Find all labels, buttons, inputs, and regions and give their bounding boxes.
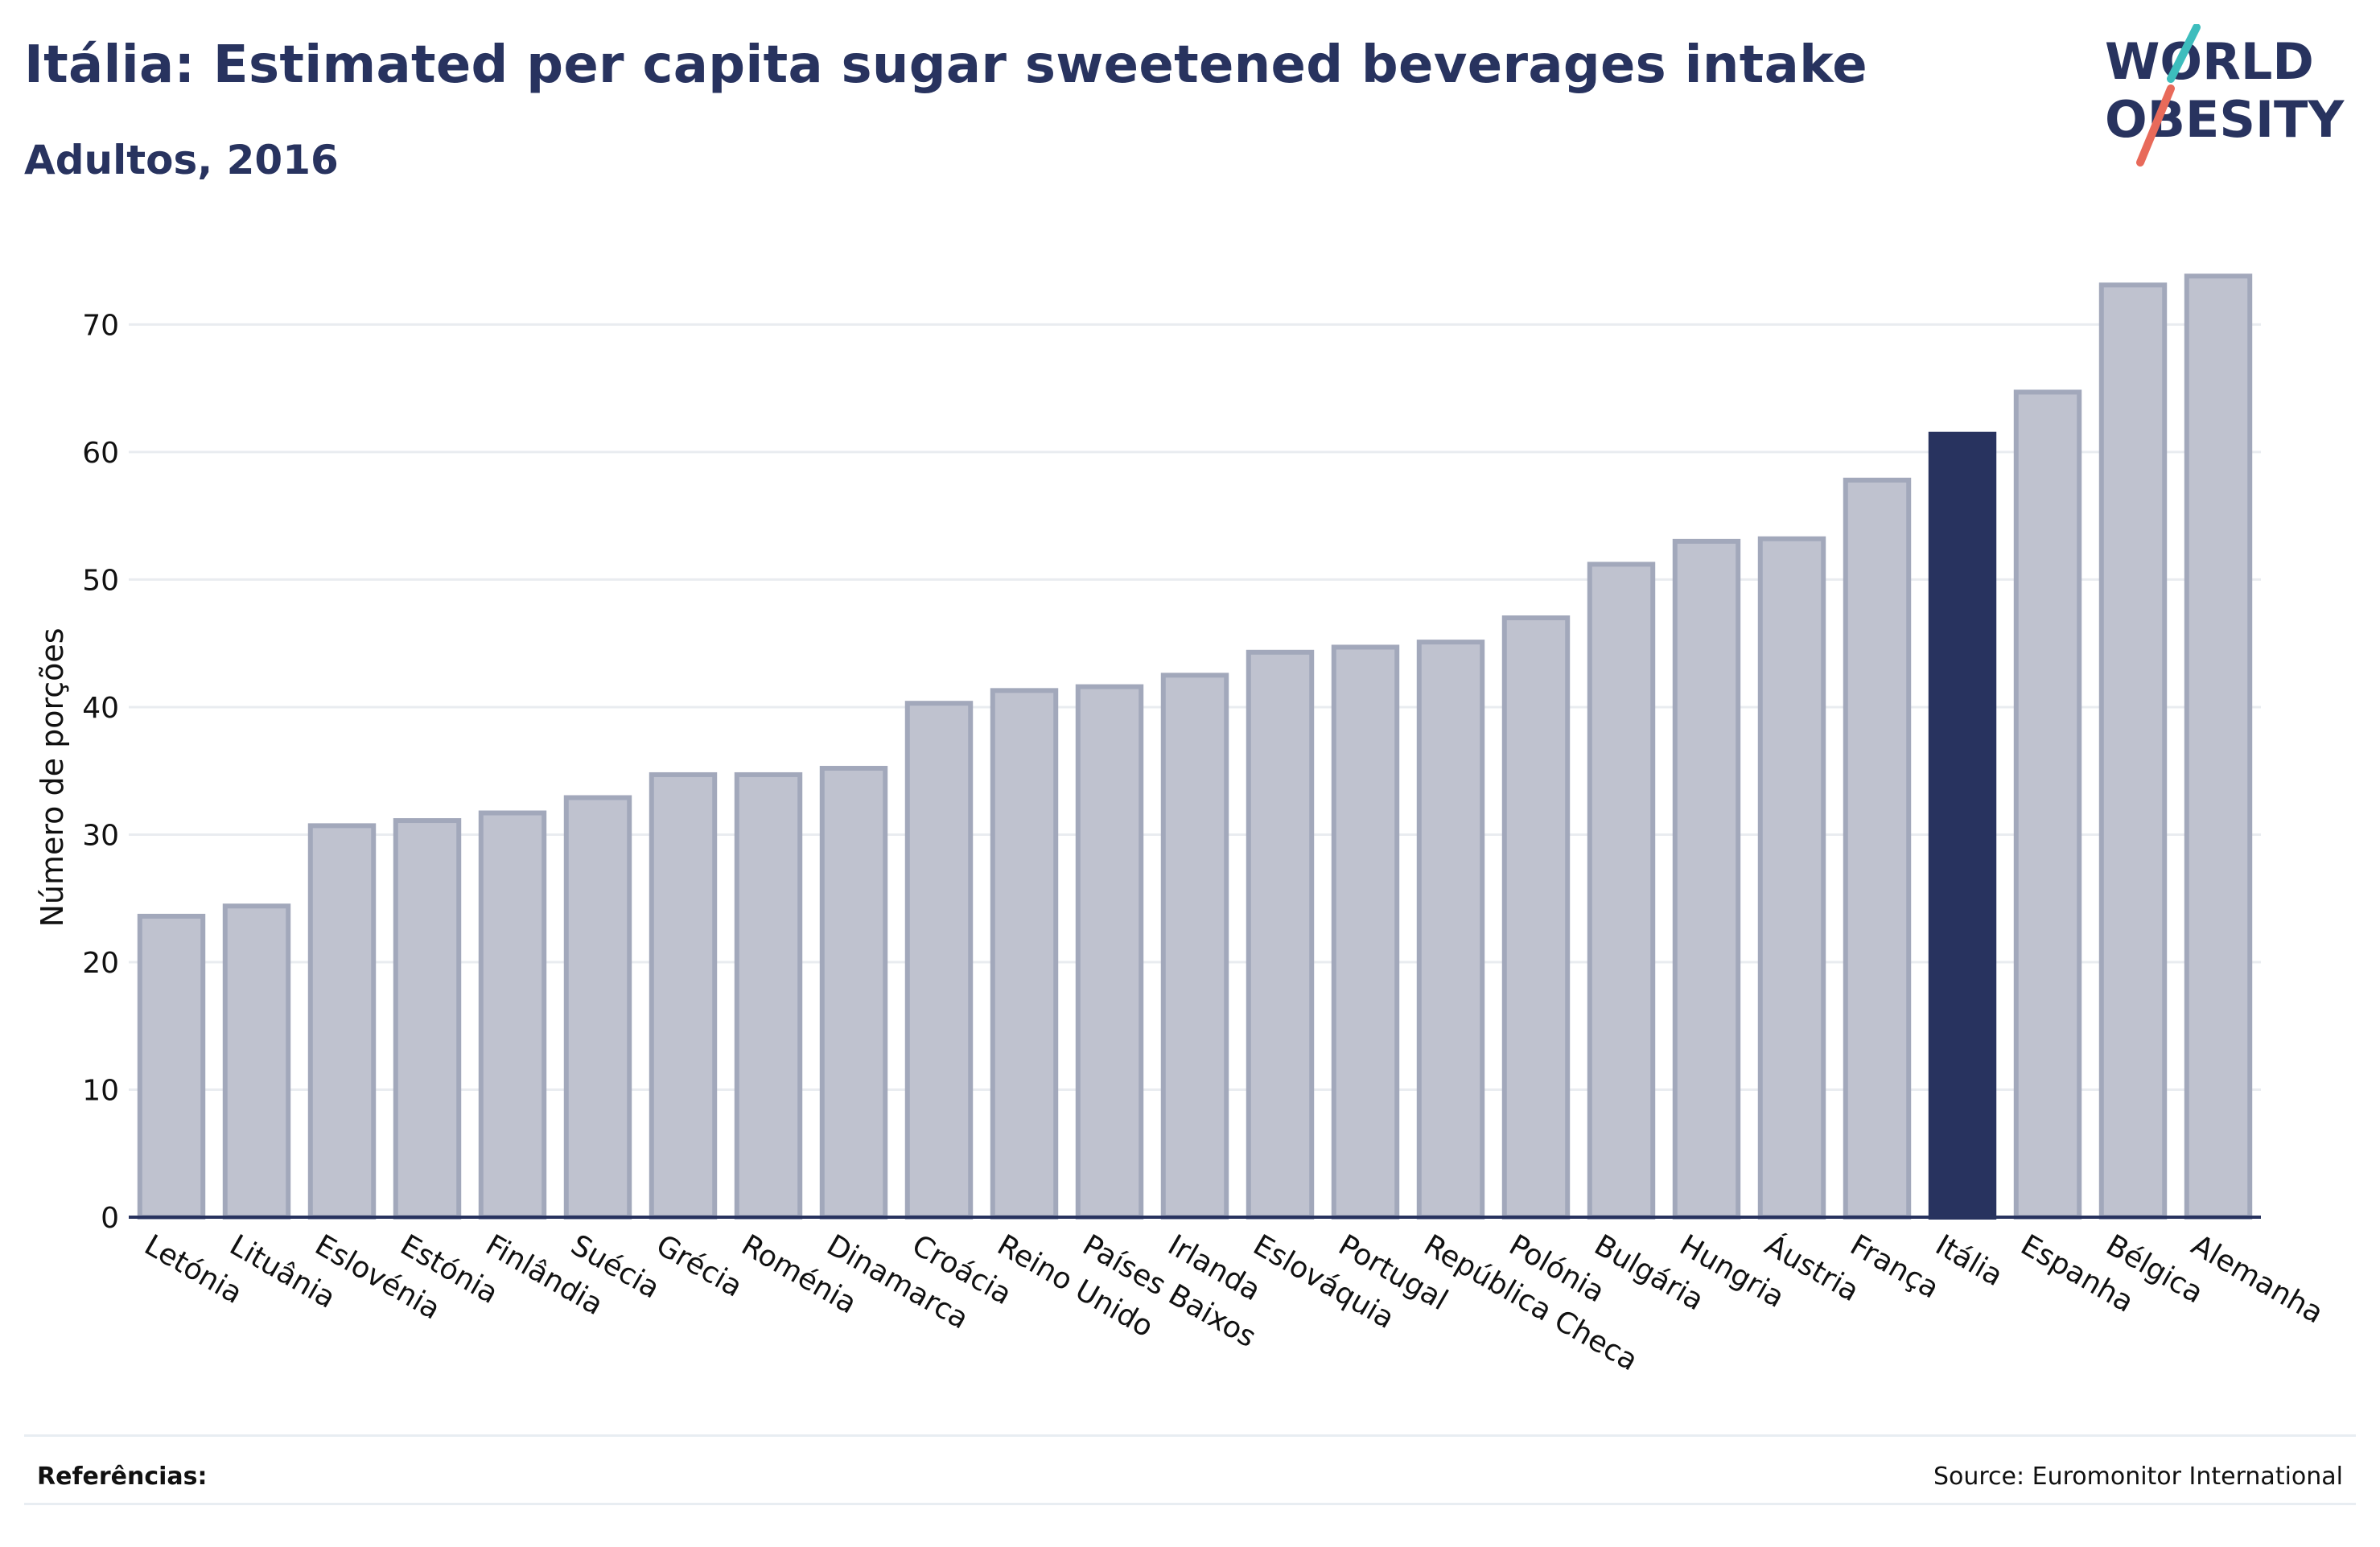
x-tick-label: Alemanha xyxy=(2186,1228,2329,1330)
bar-frança xyxy=(1843,477,1912,1220)
footer-bottom-rule xyxy=(24,1503,2356,1505)
x-tick-label: Itália xyxy=(1930,1228,2008,1293)
bar-portugal xyxy=(1331,644,1400,1220)
bar-dinamarca xyxy=(819,766,888,1220)
bar-polónia xyxy=(1501,615,1571,1220)
bar-hungria xyxy=(1672,538,1741,1220)
source-note: Source: Euromonitor International xyxy=(1933,1463,2343,1491)
bar-roménia xyxy=(734,771,803,1220)
logo-line-obesity: OBESITY xyxy=(2105,90,2345,149)
world-obesity-logo: WORLD OBESITY xyxy=(2105,24,2345,167)
bar-finlândia xyxy=(478,810,547,1220)
bar-países-baixos xyxy=(1075,684,1144,1220)
y-tick-label: 0 xyxy=(101,1202,119,1235)
y-axis-label: Número de porções xyxy=(35,627,70,927)
logo-slash-coral xyxy=(2136,84,2175,167)
logo-slash-teal xyxy=(2167,24,2201,83)
bar-bélgica xyxy=(2098,282,2168,1220)
bar-lituânia xyxy=(222,903,291,1220)
bar-estónia xyxy=(393,818,462,1220)
y-tick-label: 60 xyxy=(82,437,119,470)
bar-letónia xyxy=(137,913,206,1220)
y-tick-label: 40 xyxy=(82,692,119,725)
bar-croácia xyxy=(904,701,974,1220)
bar-reino-unido xyxy=(990,688,1059,1220)
footer-top-rule xyxy=(24,1434,2356,1437)
chart-title: Itália: Estimated per capita sugar sweet… xyxy=(24,35,1867,95)
y-tick-label: 70 xyxy=(82,309,119,342)
bar-bulgária xyxy=(1587,562,1656,1220)
bar-república-checa xyxy=(1416,640,1485,1220)
bar-eslovénia xyxy=(307,823,377,1220)
y-tick-label: 20 xyxy=(82,947,119,980)
y-tick-label: 30 xyxy=(82,819,119,852)
y-tick-label: 50 xyxy=(82,564,119,597)
x-tick-label: Letónia xyxy=(139,1228,248,1310)
bar-áustria xyxy=(1757,536,1826,1220)
bar-grécia xyxy=(649,771,718,1220)
bar-suécia xyxy=(563,795,632,1220)
logo-line-world: WORLD xyxy=(2105,32,2314,91)
bar-itália xyxy=(1928,431,1997,1220)
bar-espanha xyxy=(2013,389,2082,1220)
bar-alemanha xyxy=(2184,274,2253,1220)
x-tick-label: França xyxy=(1845,1228,1945,1305)
x-tick-label: Grécia xyxy=(651,1228,748,1303)
bar-eslováquia xyxy=(1246,649,1315,1220)
y-tick-label: 10 xyxy=(82,1074,119,1107)
references-label: Referências: xyxy=(37,1463,208,1491)
chart-subtitle: Adultos, 2016 xyxy=(24,137,339,183)
bar-irlanda xyxy=(1160,673,1229,1220)
